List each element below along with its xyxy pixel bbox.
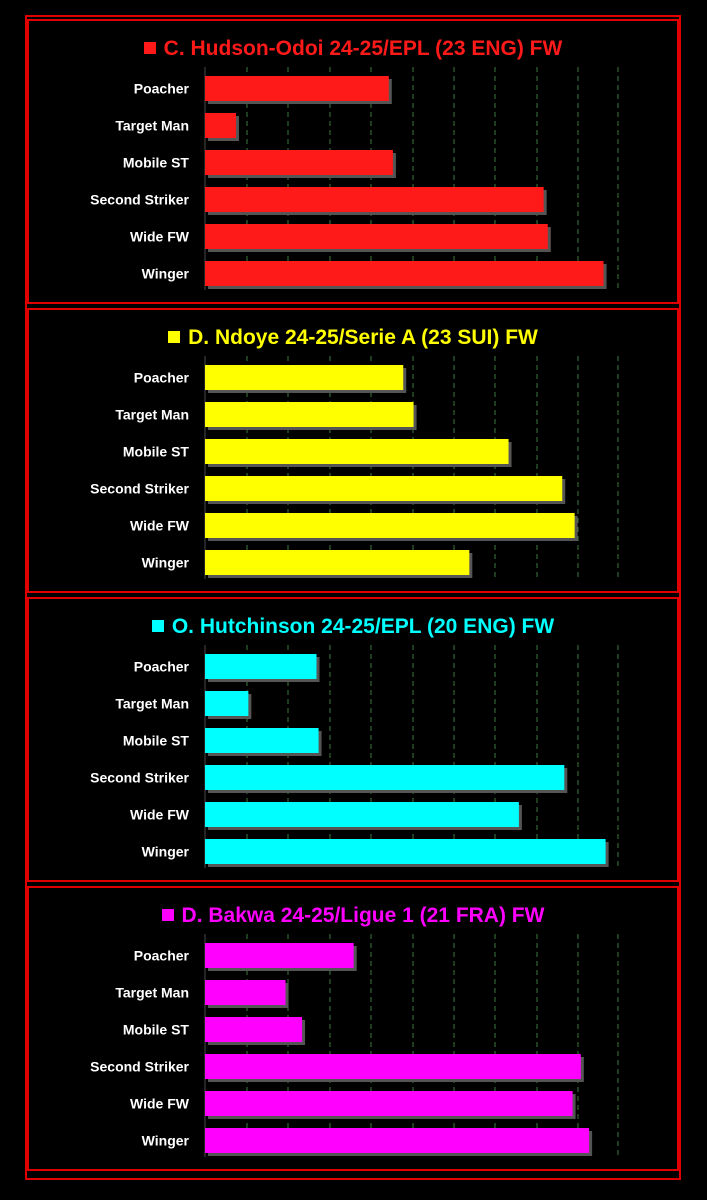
category-label: Target Man <box>115 696 189 712</box>
bar-chart: Poacher Target Man Mobile ST Second Striker… <box>90 67 619 290</box>
bar <box>205 113 236 138</box>
category-label: Wide FW <box>130 229 190 245</box>
bar <box>205 224 548 249</box>
bar <box>205 1017 303 1042</box>
bar <box>205 439 509 464</box>
category-label: Second Striker <box>90 481 189 497</box>
chart-title: D. Ndoye 24-25/Serie A (23 SUI) FW <box>29 322 677 354</box>
category-label: Poacher <box>134 948 190 964</box>
category-label: Mobile ST <box>123 155 190 171</box>
category-label: Target Man <box>115 985 189 1001</box>
bar-chart: Poacher Target Man Mobile ST Second Striker… <box>90 645 619 868</box>
bar <box>205 365 404 390</box>
bar <box>205 980 286 1005</box>
category-label: Winger <box>142 555 190 571</box>
bar <box>205 839 606 864</box>
category-label: Poacher <box>134 81 190 97</box>
chart-title: C. Hudson-Odoi 24-25/EPL (23 ENG) FW <box>29 33 677 65</box>
chart-title-text: D. Bakwa 24-25/Ligue 1 (21 FRA) FW <box>181 904 545 927</box>
category-label: Winger <box>142 1133 190 1149</box>
bar <box>205 261 604 286</box>
category-label: Mobile ST <box>123 733 190 749</box>
bar <box>205 402 414 427</box>
bar <box>205 550 470 575</box>
category-label: Target Man <box>115 118 189 134</box>
bar <box>205 150 393 175</box>
bar <box>205 654 317 679</box>
title-marker <box>143 42 156 54</box>
category-label: Second Striker <box>90 1059 189 1075</box>
category-label: Wide FW <box>130 807 190 823</box>
bar <box>205 765 565 790</box>
bar <box>205 728 319 753</box>
bar <box>205 476 563 501</box>
chart-title: D. Bakwa 24-25/Ligue 1 (21 FRA) FW <box>29 900 677 932</box>
bar <box>205 943 354 968</box>
chart-panel-0: C. Hudson-Odoi 24-25/EPL (23 ENG) FW Poa… <box>27 19 679 304</box>
title-marker <box>151 620 164 632</box>
bar <box>205 802 519 827</box>
title-marker <box>161 909 174 921</box>
category-label: Target Man <box>115 407 189 423</box>
category-label: Mobile ST <box>123 1022 190 1038</box>
bar <box>205 691 249 716</box>
title-marker <box>168 331 181 343</box>
chart-title: O. Hutchinson 24-25/EPL (20 ENG) FW <box>29 611 677 643</box>
bar <box>205 187 544 212</box>
category-label: Winger <box>142 266 190 282</box>
chart-title-text: D. Ndoye 24-25/Serie A (23 SUI) FW <box>188 326 538 349</box>
outer-frame <box>25 15 681 1180</box>
category-label: Mobile ST <box>123 444 190 460</box>
chart-title-text: C. Hudson-Odoi 24-25/EPL (23 ENG) FW <box>163 37 563 60</box>
category-label: Poacher <box>134 659 190 675</box>
chart-panel-1: D. Ndoye 24-25/Serie A (23 SUI) FW Poach… <box>27 308 679 593</box>
category-label: Poacher <box>134 370 190 386</box>
chart-title-text: O. Hutchinson 24-25/EPL (20 ENG) FW <box>171 615 555 638</box>
chart-panel-3: D. Bakwa 24-25/Ligue 1 (21 FRA) FW Poach… <box>27 886 679 1171</box>
bar <box>205 76 389 101</box>
bar <box>205 513 575 538</box>
category-label: Winger <box>142 844 190 860</box>
bar <box>205 1091 573 1116</box>
chart-panel-2: O. Hutchinson 24-25/EPL (20 ENG) FW Poac… <box>27 597 679 882</box>
bar <box>205 1128 590 1153</box>
category-label: Wide FW <box>130 1096 190 1112</box>
category-label: Second Striker <box>90 192 189 208</box>
category-label: Wide FW <box>130 518 190 534</box>
category-label: Second Striker <box>90 770 189 786</box>
bar-chart: Poacher Target Man Mobile ST Second Striker… <box>90 934 619 1157</box>
bar-chart: Poacher Target Man Mobile ST Second Striker… <box>90 356 619 579</box>
bar <box>205 1054 581 1079</box>
